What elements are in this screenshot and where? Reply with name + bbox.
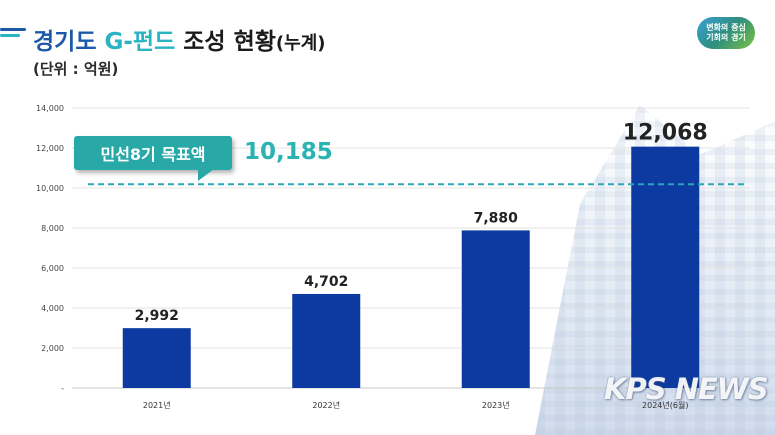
data-label: 7,880	[474, 210, 519, 226]
title-part-status: 조성 현황	[175, 29, 276, 55]
title-part-fund: G-펀드	[104, 29, 176, 55]
data-label: 4,702	[304, 274, 348, 290]
data-label: 2,992	[135, 308, 179, 324]
y-tick-label: 4,000	[41, 304, 64, 313]
target-callout-label: 민선8기 목표액	[100, 145, 206, 164]
watermark: KPS NEWS	[604, 372, 769, 406]
x-tick-label: 2021년	[143, 400, 171, 410]
unit-label: (단위 : 억원)	[33, 60, 119, 78]
y-tick-label: 12,000	[36, 144, 64, 153]
y-tick-label: 14,000	[36, 104, 64, 113]
title-part-region: 경기도	[33, 29, 105, 55]
x-tick-label: 2023년	[482, 400, 510, 410]
data-label: 12,068	[623, 121, 708, 146]
y-tick-label: 8,000	[41, 224, 64, 233]
y-tick-label: -	[61, 384, 64, 393]
title-suffix: (누계)	[275, 33, 326, 54]
bar	[461, 230, 530, 388]
x-tick-label: 2022년	[312, 400, 340, 410]
target-callout: 민선8기 목표액	[74, 136, 232, 181]
logo-line-2: 기회의 경기	[706, 33, 746, 42]
y-tick-label: 2,000	[41, 344, 64, 353]
x-tick-label: 2024년(6월)	[642, 400, 688, 410]
title-accent-bars	[0, 28, 26, 40]
y-tick-label: 6,000	[41, 264, 64, 273]
gyeonggi-logo: 변화의 중심 기회의 경기	[697, 17, 755, 49]
bar	[122, 328, 191, 388]
bar	[631, 146, 700, 388]
bar	[292, 293, 361, 388]
logo-line-1: 변화의 중심	[706, 23, 746, 32]
y-tick-label: 10,000	[36, 184, 64, 193]
target-value: 10,185	[244, 139, 333, 165]
page-title: 경기도 G-펀드 조성 현황(누계)	[33, 22, 325, 56]
